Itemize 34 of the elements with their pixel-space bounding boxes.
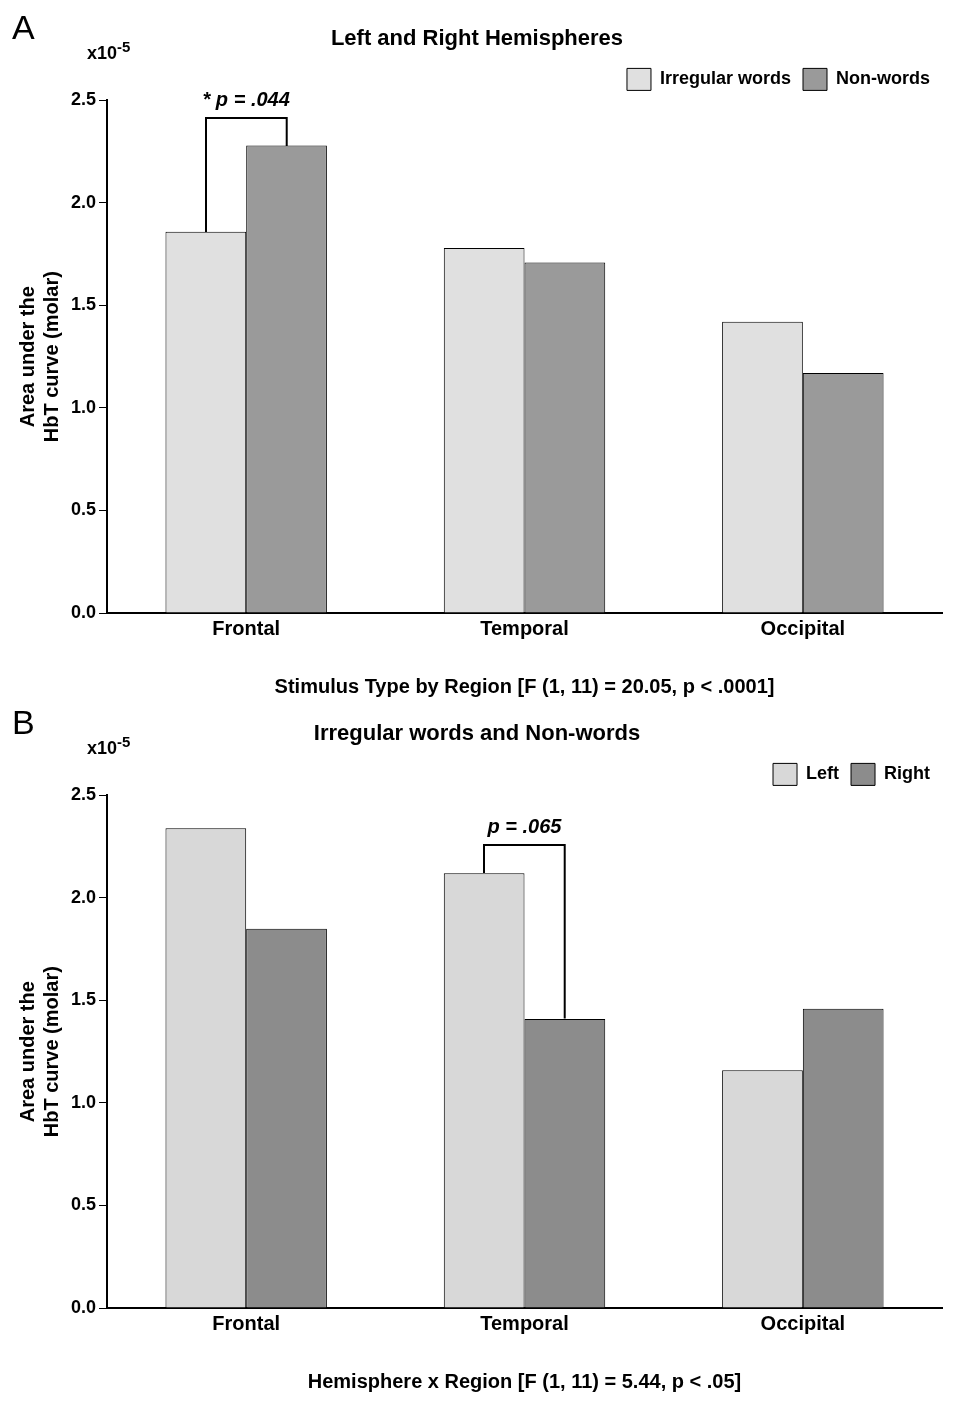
- y-tick-label: 1.5: [70, 989, 97, 1010]
- y-axis-title: Area under the HbT curve (molar): [15, 966, 62, 1138]
- text: x10$^{-5}$: [87, 733, 131, 760]
- y-tick-label: 2.5: [70, 89, 97, 110]
- legend-label: Left: [806, 763, 840, 784]
- x-tick-label: Frontal: [212, 616, 281, 639]
- x-tick-label: Occipital: [760, 616, 846, 639]
- text: B: [12, 703, 35, 742]
- x-tick-label: Temporal: [480, 1311, 569, 1334]
- y-tick-label: 0.0: [70, 1296, 97, 1317]
- legend-label: Non-words: [836, 68, 931, 89]
- y-tick-label: 1.0: [70, 1091, 97, 1112]
- text: A: [12, 8, 35, 47]
- y-axis-title: Area under the HbT curve (molar): [15, 271, 62, 443]
- y-tick-label: 2.5: [70, 784, 97, 805]
- y-tick-label: 1.0: [70, 396, 97, 417]
- annotation: * p = .044: [201, 87, 291, 111]
- y-tick-label: 0.5: [70, 1194, 97, 1215]
- y-tick-label: 1.5: [70, 294, 97, 315]
- legend-label: Irregular words: [659, 68, 792, 89]
- y-tick-label: 2.0: [70, 191, 97, 212]
- x-axis-title: Hemisphere x Region [F (1, 11) = 5.44, p < .05]: [307, 1369, 742, 1392]
- legend-label: Right: [884, 763, 931, 784]
- x-tick-label: Temporal: [480, 616, 569, 639]
- x-tick-label: Frontal: [212, 1311, 281, 1334]
- y-tick-label: 0.0: [70, 601, 97, 622]
- annotation: p = .065: [486, 815, 563, 839]
- chart-title: Irregular words and Non-words: [313, 720, 641, 746]
- text: x10$^{-5}$: [87, 38, 131, 65]
- x-tick-label: Occipital: [760, 1311, 846, 1334]
- chart-title: Left and Right Hemispheres: [330, 25, 624, 51]
- y-tick-label: 0.5: [70, 499, 97, 520]
- y-tick-label: 2.0: [70, 886, 97, 907]
- x-axis-title: Stimulus Type by Region [F (1, 11) = 20.05, p < .0001]: [274, 674, 775, 697]
